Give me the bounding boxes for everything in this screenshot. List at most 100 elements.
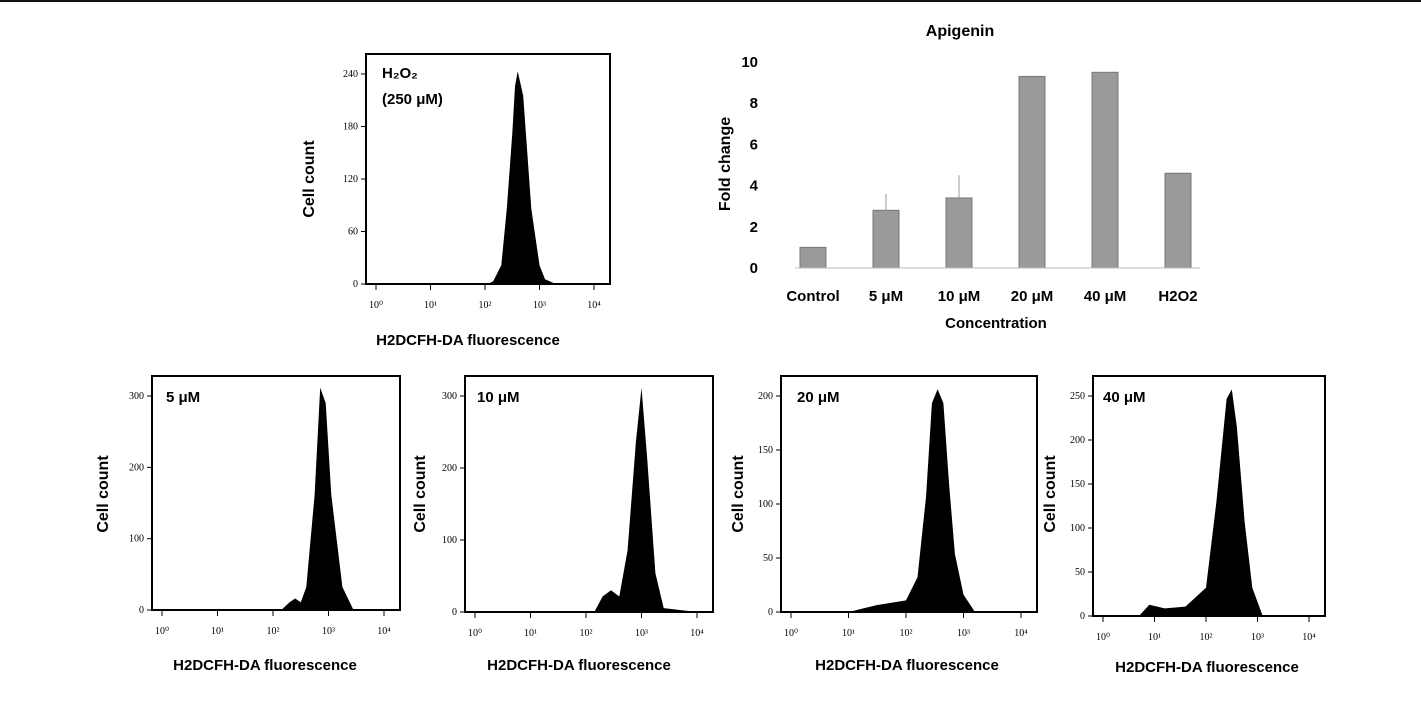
x-tick-label: 10⁰ xyxy=(369,300,383,311)
x-tick-label: 20 μM xyxy=(1011,288,1054,305)
10um-histogram: 0 100 200 300 10⁰ 10¹ 10² 10³ 10⁴ 10 μM Cell co… xyxy=(412,375,714,674)
y-tick-label: 300 xyxy=(442,391,457,402)
y-axis-ticks: 0 50 100 150 200 250 xyxy=(1070,391,1093,622)
y-tick-label: 240 xyxy=(343,69,358,80)
y-tick-label: 0 xyxy=(452,607,457,618)
bars xyxy=(799,71,1192,269)
y-tick-label: 50 xyxy=(763,553,773,564)
panel-label: 5 μM xyxy=(166,389,200,406)
y-tick-label: 0 xyxy=(353,279,358,290)
x-tick-label: 5 μM xyxy=(869,288,903,305)
x-axis-ticks: 10⁰ 10¹ 10² 10³ 10⁴ xyxy=(468,612,704,639)
h2o2-histogram-panel: 0 60 120 180 240 10⁰ 10¹ 10² 10³ 10⁴ H₂O₂ (250 μ… xyxy=(300,53,620,354)
x-axis-label: H2DCFH-DA fluorescence xyxy=(815,657,999,674)
x-tick-label: 10 μM xyxy=(938,288,981,305)
y-tick-label: 10 xyxy=(741,54,758,71)
y-axis-label: Cell count xyxy=(301,140,318,218)
y-tick-label: 0 xyxy=(1080,611,1085,622)
x-tick-label: 10³ xyxy=(635,628,648,639)
x-tick-label: 10² xyxy=(580,628,593,639)
y-tick-label: 200 xyxy=(1070,435,1085,446)
y-tick-label: 100 xyxy=(129,534,144,545)
x-axis-ticks: 10⁰ 10¹ 10² 10³ 10⁴ xyxy=(369,284,601,311)
y-axis-label: Cell count xyxy=(1042,455,1059,533)
y-tick-label: 2 xyxy=(750,219,758,236)
5um-histogram-panel: 0 100 200 300 10⁰ 10¹ 10² 10³ 10⁴ 5 μM Cell cou… xyxy=(90,374,410,679)
y-axis-ticks: 0 100 200 300 xyxy=(442,391,465,618)
y-axis-label: Cell count xyxy=(730,455,747,533)
y-tick-label: 6 xyxy=(750,136,758,153)
apigenin-bar-chart-panel: Apigenin 0 2 4 6 8 10 Control 5 μM 10 μM 20 μM 40… xyxy=(700,16,1220,336)
histogram-area xyxy=(475,387,697,612)
10um-histogram-panel: 0 100 200 300 10⁰ 10¹ 10² 10³ 10⁴ 10 μM Cell co… xyxy=(405,374,725,679)
y-tick-label: 4 xyxy=(750,178,759,195)
panel-label: 40 μM xyxy=(1103,389,1146,406)
x-axis-ticks: 10⁰ 10¹ 10² 10³ 10⁴ xyxy=(784,612,1028,639)
x-axis-label: H2DCFH-DA fluorescence xyxy=(173,657,357,674)
y-axis-label: Cell count xyxy=(95,455,112,533)
5um-histogram: 0 100 200 300 10⁰ 10¹ 10² 10³ 10⁴ 5 μM Cell cou… xyxy=(95,375,401,674)
histogram-area xyxy=(162,387,384,610)
y-tick-label: 250 xyxy=(1070,391,1085,402)
x-tick-label: 10¹ xyxy=(424,300,437,311)
h2o2-histogram: 0 60 120 180 240 10⁰ 10¹ 10² 10³ 10⁴ H₂O₂ (250 μ… xyxy=(301,53,611,349)
plot-frame xyxy=(151,375,401,611)
20um-histogram-panel: 0 50 100 150 200 10⁰ 10¹ 10² 10³ 10⁴ 20 μM Cell … xyxy=(725,374,1045,679)
y-axis-ticks: 0 2 4 6 8 10 xyxy=(741,54,1200,277)
histogram-area xyxy=(1103,389,1309,616)
panel-label-line-2: (250 μM) xyxy=(382,91,443,108)
x-tick-label: 10⁰ xyxy=(784,628,798,639)
x-tick-label: 10⁴ xyxy=(1014,628,1028,639)
20um-histogram: 0 50 100 150 200 10⁰ 10¹ 10² 10³ 10⁴ 20 μM Cell … xyxy=(730,375,1038,674)
bar xyxy=(1018,75,1046,269)
x-tick-label: 10⁰ xyxy=(1096,632,1110,643)
40um-histogram: 0 50 100 150 200 250 10⁰ 10¹ 10² 10³ 10⁴ 40 μM Ce… xyxy=(1042,375,1326,676)
y-tick-label: 200 xyxy=(129,462,144,473)
y-tick-label: 60 xyxy=(348,227,358,238)
x-axis-ticks: 10⁰ 10¹ 10² 10³ 10⁴ xyxy=(1096,616,1316,643)
x-tick-label: 10¹ xyxy=(211,626,224,637)
x-tick-label: 10² xyxy=(1200,632,1213,643)
y-axis-ticks: 0 60 120 180 240 xyxy=(343,69,366,290)
x-axis-label: H2DCFH-DA fluorescence xyxy=(1115,659,1299,676)
plot-frame xyxy=(365,53,611,285)
y-tick-label: 300 xyxy=(129,391,144,402)
plot-frame xyxy=(464,375,714,613)
x-tick-label: 10⁴ xyxy=(690,628,704,639)
y-tick-label: 8 xyxy=(750,95,758,112)
y-tick-label: 50 xyxy=(1075,567,1085,578)
x-tick-label: 10² xyxy=(267,626,280,637)
x-tick-label: 10⁴ xyxy=(377,626,391,637)
x-tick-label: 10¹ xyxy=(1148,632,1161,643)
x-axis-label: H2DCFH-DA fluorescence xyxy=(376,332,560,349)
x-tick-label: 10⁰ xyxy=(468,628,482,639)
y-axis-label: Cell count xyxy=(412,455,429,533)
y-tick-label: 0 xyxy=(139,605,144,616)
x-tick-label: 40 μM xyxy=(1084,288,1127,305)
y-tick-label: 120 xyxy=(343,174,358,185)
x-tick-label: 10³ xyxy=(957,628,970,639)
y-tick-label: 100 xyxy=(758,499,773,510)
x-tick-label: 10² xyxy=(900,628,913,639)
x-tick-label: 10¹ xyxy=(842,628,855,639)
x-axis-ticks: 10⁰ 10¹ 10² 10³ 10⁴ xyxy=(155,610,391,637)
y-tick-label: 150 xyxy=(1070,479,1085,490)
y-axis-ticks: 0 100 200 300 xyxy=(129,391,152,616)
y-tick-label: 180 xyxy=(343,122,358,133)
bar xyxy=(945,197,973,269)
bar xyxy=(1164,172,1192,269)
y-tick-label: 200 xyxy=(758,391,773,402)
x-tick-label: 10³ xyxy=(322,626,335,637)
y-tick-label: 0 xyxy=(750,260,758,277)
x-tick-label: Control xyxy=(786,288,839,305)
x-tick-label: 10⁰ xyxy=(155,626,169,637)
x-tick-label: H2O2 xyxy=(1158,288,1197,305)
y-tick-label: 200 xyxy=(442,463,457,474)
x-tick-label: 10¹ xyxy=(524,628,537,639)
x-tick-label: 10² xyxy=(479,300,492,311)
x-axis-ticks: Control 5 μM 10 μM 20 μM 40 μM H2O2 xyxy=(786,288,1197,305)
x-tick-label: 10³ xyxy=(1251,632,1264,643)
y-tick-label: 0 xyxy=(768,607,773,618)
y-axis-label: Fold change xyxy=(717,117,734,211)
40um-histogram-panel: 0 50 100 150 200 250 10⁰ 10¹ 10² 10³ 10⁴ 40 μM Ce… xyxy=(1035,374,1355,679)
